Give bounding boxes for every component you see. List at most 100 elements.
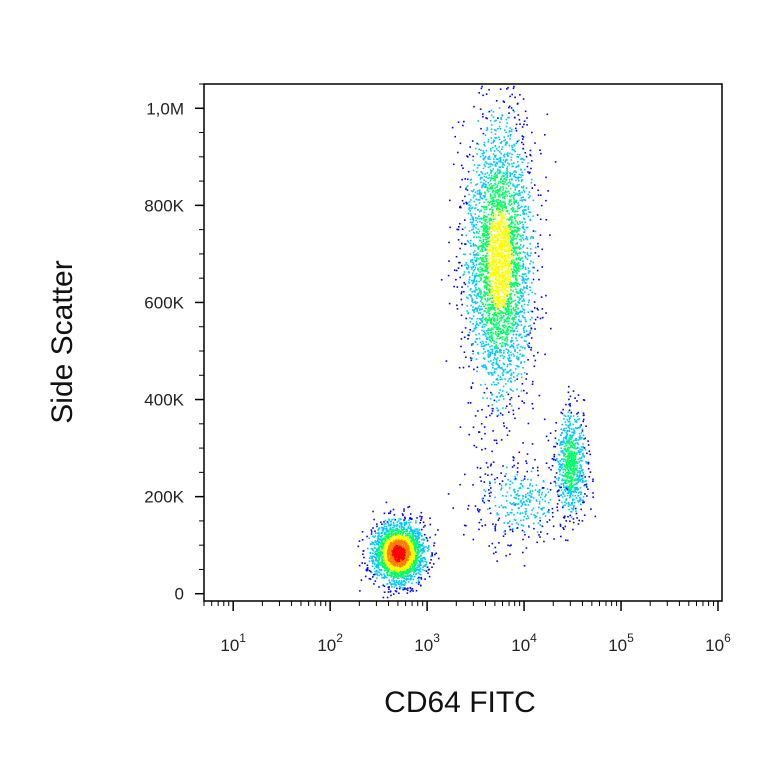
event-dot <box>512 342 515 345</box>
event-dot <box>514 308 517 311</box>
event-dot <box>482 366 485 368</box>
event-dot <box>513 143 515 146</box>
event-dot <box>491 404 494 406</box>
event-dot <box>516 205 519 208</box>
event-dot <box>486 238 488 241</box>
event-dot <box>506 295 508 297</box>
event-dot <box>428 544 430 547</box>
event-dot <box>396 576 399 579</box>
event-dot <box>506 334 509 336</box>
event-dot <box>503 234 506 236</box>
event-dot <box>469 212 472 215</box>
event-dot <box>490 175 493 177</box>
event-dot <box>406 559 408 562</box>
event-dot <box>500 181 502 184</box>
event-dot <box>496 377 498 380</box>
event-dot <box>370 557 373 560</box>
event-dot <box>494 182 496 185</box>
event-dot <box>487 355 490 357</box>
event-dot <box>400 579 403 582</box>
event-dot <box>401 513 404 515</box>
event-dot <box>403 565 405 568</box>
event-dot <box>421 543 423 546</box>
event-dot <box>507 349 509 351</box>
event-dot <box>491 264 493 267</box>
event-dot <box>482 352 485 355</box>
event-dot <box>391 534 394 537</box>
event-dot <box>526 392 528 394</box>
event-dot <box>405 559 408 561</box>
event-dot <box>500 277 503 280</box>
event-dot <box>538 394 541 397</box>
event-dot <box>398 548 401 550</box>
event-dot <box>394 573 397 576</box>
event-dot <box>523 286 525 288</box>
event-dot <box>499 221 501 223</box>
event-dot <box>508 312 510 315</box>
event-dot <box>515 220 517 222</box>
event-dot <box>503 352 505 354</box>
event-dot <box>512 413 515 416</box>
event-dot <box>404 533 407 535</box>
event-dot <box>416 532 418 535</box>
event-dot <box>471 297 473 300</box>
event-dot <box>495 439 498 442</box>
event-dot <box>482 94 484 97</box>
event-dot <box>397 575 400 577</box>
event-dot <box>420 511 423 514</box>
event-dot <box>407 561 410 563</box>
event-dot <box>403 542 406 545</box>
event-dot <box>496 222 498 224</box>
event-dot <box>379 538 381 541</box>
event-dot <box>531 266 534 269</box>
event-dot <box>390 571 393 573</box>
event-dot <box>372 555 375 558</box>
event-dot <box>531 310 534 313</box>
event-dot <box>421 528 423 531</box>
event-dot <box>515 327 517 330</box>
event-dot <box>490 360 492 362</box>
event-dot <box>499 151 501 153</box>
event-dot <box>481 314 484 316</box>
event-dot <box>389 561 392 563</box>
event-dot <box>483 344 486 346</box>
event-dot <box>479 279 482 281</box>
event-dot <box>506 169 508 171</box>
event-dot <box>507 275 510 277</box>
event-dot <box>424 524 426 527</box>
event-dot <box>494 190 496 193</box>
event-dot <box>478 148 480 151</box>
event-dot <box>508 281 511 283</box>
event-dot <box>516 322 518 325</box>
event-dot <box>397 532 400 534</box>
event-dot <box>394 590 397 592</box>
event-dot <box>506 268 508 271</box>
event-dot <box>509 294 512 296</box>
event-dot <box>405 523 408 525</box>
event-dot <box>475 184 477 186</box>
event-dot <box>505 371 508 374</box>
event-dot <box>398 536 400 538</box>
event-dot <box>491 260 493 263</box>
event-dot <box>491 307 493 309</box>
event-dot <box>510 286 513 288</box>
event-dot <box>499 296 502 298</box>
event-dot <box>390 538 393 541</box>
event-dot <box>394 518 396 521</box>
event-dot <box>516 193 519 195</box>
event-dot <box>395 559 398 561</box>
event-dot <box>482 342 485 344</box>
event-dot <box>409 531 411 533</box>
event-dot <box>428 575 431 578</box>
event-dot <box>381 560 383 562</box>
event-dot <box>489 158 491 160</box>
event-dot <box>510 240 512 242</box>
event-dot <box>458 261 460 264</box>
event-dot <box>493 268 495 270</box>
event-dot <box>396 532 398 535</box>
event-dot <box>403 528 406 530</box>
event-dot <box>529 248 532 250</box>
event-dot <box>410 558 412 560</box>
event-dot <box>400 523 403 526</box>
event-dot <box>515 321 517 324</box>
